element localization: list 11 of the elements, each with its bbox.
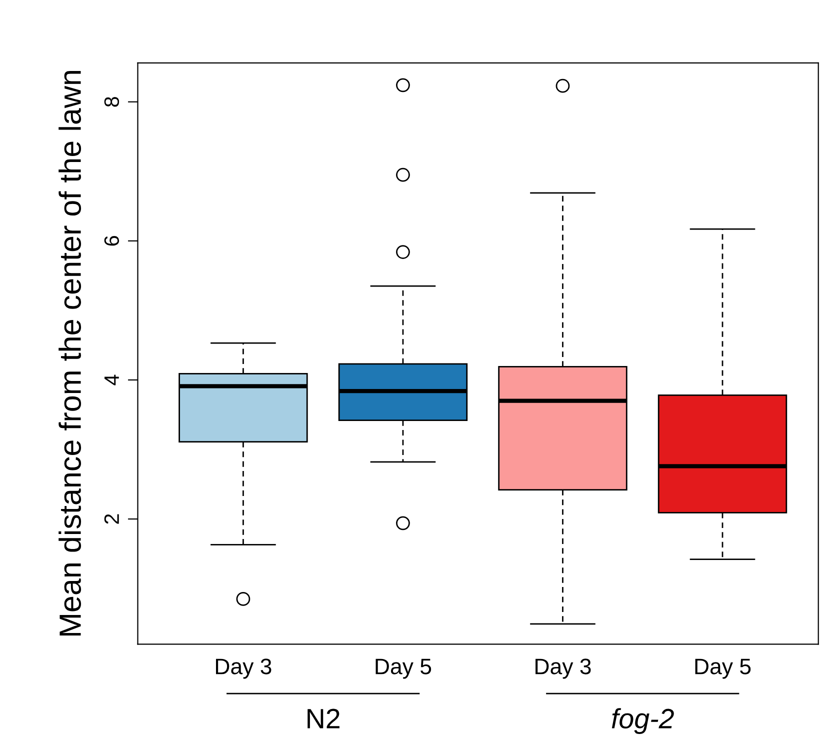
x-tick-label: Day 3: [216, 658, 272, 679]
text: fog-2: [612, 708, 674, 734]
y-tick-label: 4: [104, 374, 119, 386]
y-tick-label: 8: [104, 96, 120, 107]
text: N2: [308, 708, 340, 728]
y-tick-label: 6: [104, 236, 120, 246]
y-axis-title: Mean distance from the center of the lawn: [58, 71, 82, 636]
x-tick-label: Day 5: [695, 658, 751, 679]
x-tick-label: Day 3: [536, 658, 591, 679]
y-tick-label: 2: [104, 514, 119, 524]
x-tick-label: Day 5: [376, 658, 432, 679]
